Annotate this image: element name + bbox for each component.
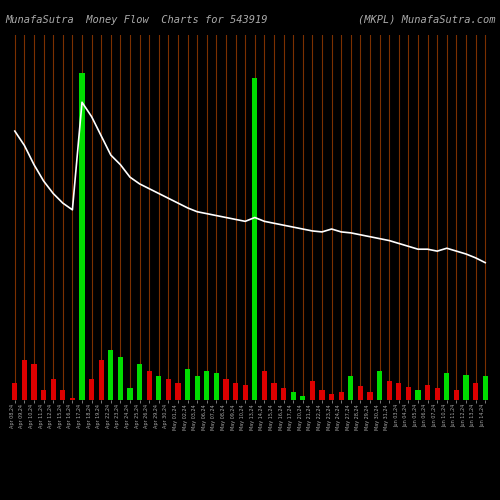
Bar	[348, 376, 354, 400]
Bar	[444, 373, 450, 400]
Text: (MKPL) MunafaSutra.com: (MKPL) MunafaSutra.com	[358, 15, 495, 25]
Bar	[176, 382, 180, 400]
Bar	[22, 360, 27, 400]
Bar	[281, 388, 286, 400]
Bar	[473, 382, 478, 400]
Text: MunafaSutra  Money Flow  Charts for 543919: MunafaSutra Money Flow Charts for 543919	[5, 15, 268, 25]
Bar	[70, 398, 75, 400]
Bar	[242, 384, 248, 400]
Bar	[310, 381, 315, 400]
Bar	[233, 382, 238, 400]
Bar	[118, 357, 123, 400]
Bar	[128, 388, 132, 400]
Bar	[482, 376, 488, 400]
Bar	[464, 375, 468, 400]
Bar	[358, 386, 363, 400]
Bar	[262, 371, 267, 400]
Bar	[396, 382, 402, 400]
Bar	[320, 390, 324, 400]
Bar	[137, 364, 142, 400]
Bar	[224, 379, 228, 400]
Bar	[108, 350, 114, 400]
Bar	[204, 371, 210, 400]
Bar	[50, 379, 56, 400]
Bar	[416, 390, 420, 400]
Bar	[454, 390, 459, 400]
Bar	[60, 390, 66, 400]
Bar	[338, 392, 344, 400]
Bar	[80, 74, 84, 400]
Bar	[214, 373, 219, 400]
Bar	[368, 392, 372, 400]
Bar	[12, 382, 18, 400]
Bar	[252, 78, 258, 400]
Bar	[89, 379, 94, 400]
Bar	[329, 394, 334, 400]
Bar	[406, 386, 411, 400]
Bar	[98, 360, 104, 400]
Bar	[156, 376, 162, 400]
Bar	[377, 371, 382, 400]
Bar	[290, 392, 296, 400]
Bar	[300, 396, 306, 400]
Bar	[146, 371, 152, 400]
Bar	[166, 379, 171, 400]
Bar	[425, 384, 430, 400]
Bar	[32, 364, 36, 400]
Bar	[185, 370, 190, 400]
Bar	[194, 376, 200, 400]
Bar	[272, 382, 276, 400]
Bar	[434, 388, 440, 400]
Bar	[41, 390, 46, 400]
Bar	[386, 381, 392, 400]
